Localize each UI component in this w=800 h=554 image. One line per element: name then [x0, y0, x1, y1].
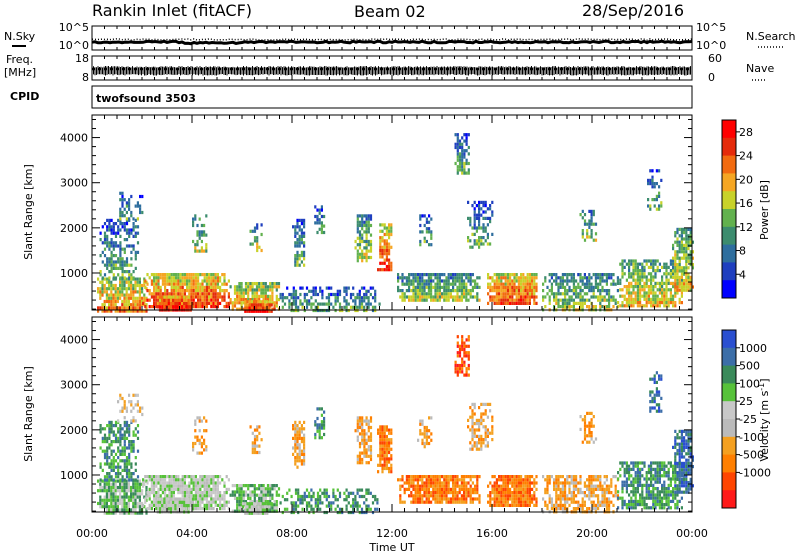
colorbar-tick-label: 25: [739, 395, 753, 408]
time-tick-label: 16:00: [476, 527, 508, 540]
time-tick-label: 20:00: [576, 527, 608, 540]
colorbar-tick-label: 12: [739, 221, 753, 234]
colorbar-segment: [722, 419, 736, 438]
colorbar-segment: [722, 191, 736, 210]
velocity-colorbar-label-sup: -1: [757, 383, 766, 391]
freq-trace: [91, 66, 692, 76]
colorbar-tick-label: 4: [739, 268, 746, 281]
freq-tick-high: 18: [75, 52, 89, 65]
velocity-heatmap-data: [97, 335, 694, 515]
range-tick-label: 1000: [60, 267, 88, 280]
colorbar-segment: [722, 365, 736, 384]
velocity-ylabel: Slant Range [km]: [22, 366, 35, 462]
colorbar-tick-label: 500: [739, 360, 760, 373]
nave-tick-high: 60: [708, 52, 722, 65]
colorbar-tick-label: -1000: [739, 466, 771, 479]
station-title: Rankin Inlet (fitACF): [92, 1, 252, 20]
cpid-label: CPID: [10, 90, 39, 103]
range-tick-label: 3000: [60, 177, 88, 190]
date-title: 28/Sep/2016: [582, 1, 684, 20]
nsky-trace: [91, 39, 693, 46]
beam-title: Beam 02: [354, 2, 426, 21]
colorbar-tick-label: -500: [739, 449, 764, 462]
colorbar-segment: [722, 347, 736, 367]
nsky-tick-low: 10^0: [59, 39, 89, 52]
colorbar-segment: [722, 401, 736, 420]
colorbar-segment: [722, 262, 736, 281]
colorbar-segment: [722, 330, 736, 349]
nsky-panel: N.Sky 10^5 10^0 10^5 10^0 N.Search: [4, 21, 796, 52]
cpid-value: twofsound 3503: [96, 92, 196, 105]
nsearch-label: N.Search: [746, 30, 796, 43]
colorbar-tick-label: -25: [739, 413, 757, 426]
colorbar-segment: [722, 155, 736, 174]
colorbar-segment: [722, 280, 736, 299]
colorbar-tick-label: 16: [739, 197, 753, 210]
range-tick-label: 4000: [60, 132, 88, 145]
time-tick-label: 04:00: [176, 527, 208, 540]
colorbar-tick-label: 8: [739, 245, 746, 258]
colorbar-segment: [722, 226, 736, 246]
colorbar-tick-label: 20: [739, 173, 753, 186]
power-colorbar-label: Power [dB]: [758, 180, 771, 240]
range-tick-label: 1000: [60, 469, 88, 482]
colorbar-segment: [722, 490, 736, 509]
nsky-tick-high: 10^5: [59, 21, 89, 34]
nsearch-tick-low: 10^0: [696, 39, 726, 52]
colorbar-tick-label: 100: [739, 377, 760, 390]
range-tick-label: 3000: [60, 379, 88, 392]
colorbar-tick-label: 24: [739, 150, 753, 163]
time-tick-label: 12:00: [376, 527, 408, 540]
colorbar-segment: [722, 120, 736, 139]
velocity-colorbar-label: Velocity [m s-1]: [757, 378, 771, 461]
freq-tick-low: 8: [82, 71, 89, 84]
power-ylabel: Slant Range [km]: [22, 164, 35, 260]
velocity-panel: 1000 2000 3000 4000 Slant Range [km]: [22, 316, 694, 515]
colorbar-segment: [722, 383, 736, 402]
time-tick-label: 00:00: [76, 527, 108, 540]
colorbar-segment: [722, 454, 736, 473]
colorbar-segment: [722, 209, 736, 228]
time-tick-label: 08:00: [276, 527, 308, 540]
colorbar-tick-label: 28: [739, 126, 753, 139]
freq-unit: [MHz]: [4, 66, 36, 79]
power-heatmap-data: [97, 133, 694, 313]
colorbar-segment: [722, 472, 736, 491]
freq-panel: Freq. [MHz] 18 8 60 0 Nave: [4, 52, 774, 84]
velocity-colorbar: 1000 500 100 25 -25 -100 -500 -1000 Velocity [m…: [721, 329, 771, 509]
time-tick-label: 00:00: [676, 527, 708, 540]
nsearch-trace: [91, 38, 693, 41]
colorbar-tick-label: -100: [739, 431, 764, 444]
nsky-label: N.Sky: [4, 30, 36, 43]
velocity-colorbar-label-main: Velocity [m s: [758, 390, 771, 461]
colorbar-segment: [722, 173, 736, 192]
power-colorbar: 28 24 20 16 12 8 4 Power [dB]: [721, 119, 771, 299]
colorbar-tick-label: 1000: [739, 342, 767, 355]
freq-label: Freq.: [6, 53, 33, 66]
velocity-colorbar-label-end: ]: [758, 378, 771, 382]
nave-tick-low: 0: [708, 71, 715, 84]
range-tick-label: 2000: [60, 424, 88, 437]
colorbar-segment: [722, 137, 736, 157]
range-tick-label: 2000: [60, 222, 88, 235]
range-tick-label: 4000: [60, 334, 88, 347]
time-axis-title: Time UT: [368, 541, 414, 554]
colorbar-segment: [722, 436, 736, 456]
power-panel: 1000 2000 3000 4000 Slant Range [km]: [22, 114, 694, 313]
nave-label: Nave: [746, 62, 774, 75]
cpid-row: CPID twofsound 3503: [10, 85, 693, 109]
nsearch-tick-high: 10^5: [696, 21, 726, 34]
colorbar-segment: [722, 244, 736, 263]
